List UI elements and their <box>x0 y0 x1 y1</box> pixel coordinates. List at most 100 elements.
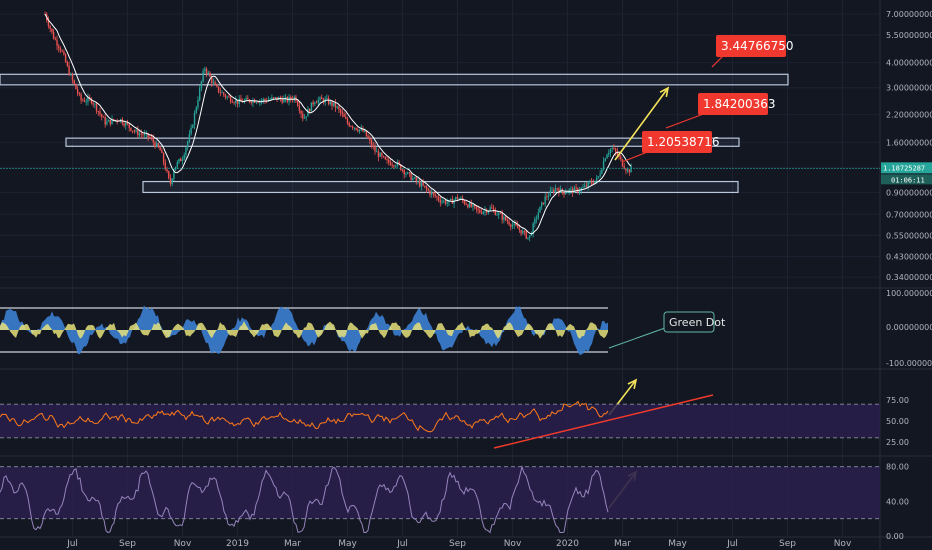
date-label: 2019 <box>226 539 249 549</box>
candle-body <box>578 190 581 193</box>
candle-body <box>372 145 374 147</box>
callout-pointer <box>665 112 707 129</box>
candle-body <box>527 237 529 239</box>
rsi-band <box>0 404 880 438</box>
stochastic-pane <box>0 464 880 534</box>
candle-body <box>229 96 232 102</box>
candle-body <box>362 128 364 132</box>
candle-body <box>104 117 106 125</box>
candle-body <box>233 102 235 104</box>
candle-body <box>119 119 122 122</box>
candle-body <box>269 99 271 101</box>
candle-body <box>238 98 240 104</box>
price-tick-label: 7.00000000 <box>886 10 932 19</box>
candle-body <box>262 99 264 101</box>
candle-body <box>613 148 615 150</box>
zone-box <box>142 180 739 194</box>
candle-body <box>228 96 230 98</box>
candle-body <box>516 225 519 229</box>
candle-body <box>95 103 98 112</box>
candle-body <box>68 65 70 75</box>
current-price-label: 1.18725287 <box>883 164 925 172</box>
candle-body <box>63 51 65 55</box>
price-tick-label: 0.70000000 <box>886 210 932 219</box>
date-label: May <box>668 539 687 549</box>
arrow-shaft <box>614 87 669 161</box>
candle-body <box>327 98 330 105</box>
candle-body <box>231 101 234 103</box>
candle-body <box>456 196 459 199</box>
candle-body <box>212 82 215 84</box>
candle-body <box>568 189 570 192</box>
candle-body <box>358 129 361 132</box>
candle-body <box>276 97 278 100</box>
candle-body <box>169 178 172 185</box>
candle-body <box>508 221 510 225</box>
candle-body <box>614 148 617 152</box>
date-label: Jul <box>396 539 408 549</box>
candle-body <box>296 101 299 106</box>
candle-body <box>312 102 314 105</box>
candle-body <box>566 191 569 193</box>
candle-body <box>573 187 576 193</box>
candle-body <box>351 126 354 128</box>
candle-body <box>298 105 301 111</box>
candle-body <box>217 86 220 92</box>
candle-body <box>99 111 101 115</box>
candle-body <box>460 198 462 199</box>
candle-body <box>429 190 431 195</box>
candle-body <box>71 74 74 81</box>
candle-body <box>106 121 108 125</box>
candle-body <box>118 121 120 122</box>
candle-body <box>467 204 469 208</box>
date-label: Sep <box>449 539 466 549</box>
candle-body <box>523 230 526 232</box>
candle-body <box>432 192 435 194</box>
candle-body <box>549 190 552 197</box>
candle-body <box>224 94 227 98</box>
candle-body <box>70 74 72 76</box>
candle-body <box>499 213 502 215</box>
candle-body <box>496 214 498 216</box>
right-price-axis: 7.00000000 5.50000000 4.00000000 3.00000000… <box>881 10 932 541</box>
candle-body <box>489 207 491 211</box>
candle-body <box>235 100 237 103</box>
candle-body <box>152 138 154 143</box>
candle-body <box>126 122 129 125</box>
support-resistance-zones <box>0 73 789 194</box>
candle-body <box>247 98 249 100</box>
osc-tick-label: -100.00000000 <box>886 359 932 368</box>
candle-body <box>161 150 163 154</box>
candle-body <box>400 164 402 171</box>
candle-body <box>455 196 457 200</box>
candle-body <box>64 54 67 63</box>
candle-body <box>137 129 139 136</box>
candle-body <box>198 88 201 101</box>
candle-body <box>436 196 438 198</box>
target-callouts: 3.44766750 1.84200363 1.20538716 <box>621 35 794 163</box>
candle-body <box>176 162 179 167</box>
callout-box <box>698 93 768 115</box>
candle-body <box>140 133 142 135</box>
candle-body <box>604 158 607 162</box>
candle-body <box>293 96 295 100</box>
candle-body <box>245 98 247 101</box>
candle-body <box>367 136 369 139</box>
candle-body <box>180 159 182 162</box>
candle-body <box>506 220 509 222</box>
rsi-pane <box>0 394 880 449</box>
oscillator-pane <box>0 305 608 356</box>
candle-body <box>556 188 558 190</box>
candle-body <box>195 107 197 113</box>
candle-body <box>437 197 440 201</box>
osc-blue-area <box>0 305 608 356</box>
candle-body <box>609 149 612 153</box>
candle-body <box>107 120 110 122</box>
moving-average-line <box>44 13 632 235</box>
date-label: Sep <box>779 539 796 549</box>
candle-body <box>308 108 311 112</box>
candle-body <box>470 202 472 207</box>
candle-body <box>83 100 86 102</box>
candle-body <box>482 211 484 214</box>
candle-body <box>236 100 239 104</box>
